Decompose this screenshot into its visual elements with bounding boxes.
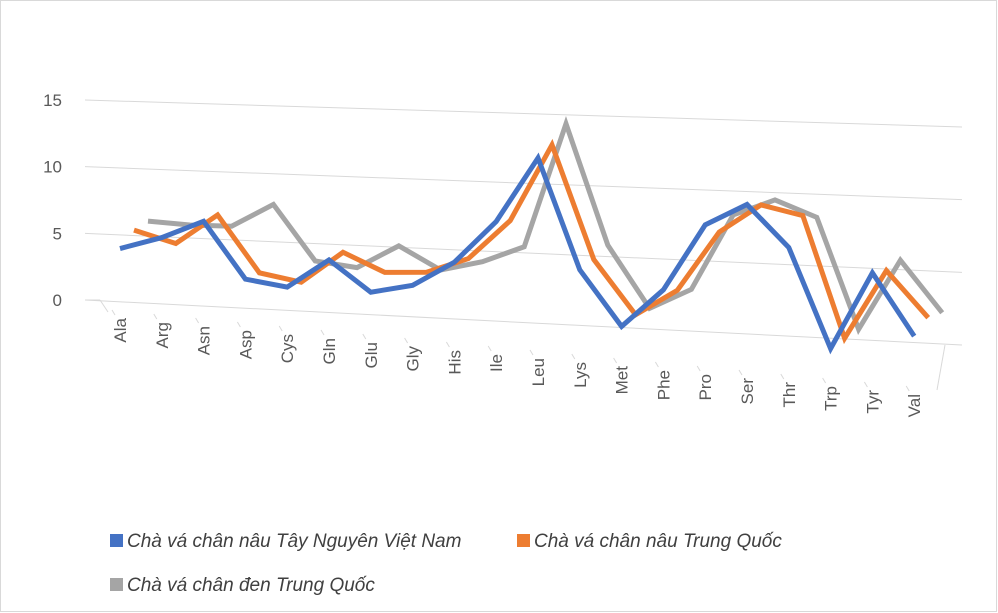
series-line [133,138,931,345]
x-tick [153,313,158,320]
x-tick-label: Tyr [863,390,882,414]
grid-line [84,232,963,273]
grid-line [84,99,963,128]
x-tick [236,321,241,328]
x-tick-label: Asp [236,330,255,359]
floor-edge [99,299,109,313]
x-tick-label: Ala [111,317,130,342]
legend-swatch [517,534,530,547]
legend-swatch [110,534,123,547]
x-tick-label: Gly [404,346,423,372]
x-tick [404,337,409,344]
x-tick [696,365,701,372]
grid-line [84,299,963,346]
x-tick [738,369,743,376]
x-tick-label: Gln [320,338,339,364]
y-tick-label: 15 [43,91,62,110]
x-tick [195,317,200,324]
x-tick-label: Pro [696,374,715,400]
floor-edge [936,344,946,391]
x-tick-label: Arg [153,322,172,348]
x-tick-label: Met [613,366,632,395]
x-tick [863,381,868,388]
legend-label: Chà vá chân nâu Tây Nguyên Việt Nam [127,531,461,552]
legend-label: Chà vá chân đen Trung Quốc [127,575,375,596]
x-tick [613,357,618,364]
legend-label: Chà vá chân nâu Trung Quốc [534,531,782,552]
x-tick-label: Val [905,394,924,417]
x-tick-label: Lys [571,362,590,388]
x-tick-label: His [445,350,464,375]
y-tick-label: 5 [53,224,62,243]
x-tick [487,345,492,352]
x-tick-label: Phe [654,370,673,400]
x-tick [278,325,283,332]
x-tick [320,329,325,336]
legend-swatch [110,578,123,591]
x-tick-label: Cys [278,334,297,363]
series-line [147,116,945,335]
x-tick [822,377,827,384]
x-tick-label: Asn [195,326,214,355]
x-tick [905,385,910,392]
series-line [119,152,917,355]
x-tick [529,349,534,356]
x-tick [654,361,659,368]
x-tick-label: Ser [738,378,757,405]
x-tick-label: Glu [362,342,381,368]
y-tick-label: 10 [43,158,62,177]
y-tick-label: 0 [53,291,62,310]
x-tick [362,333,367,340]
x-tick [445,341,450,348]
x-tick-label: Trp [822,386,841,411]
x-tick-label: Leu [529,358,548,386]
x-tick [780,373,785,380]
x-tick-label: Ile [487,354,506,372]
x-tick-label: Thr [780,382,799,408]
x-tick [571,353,576,360]
x-tick [111,309,116,316]
